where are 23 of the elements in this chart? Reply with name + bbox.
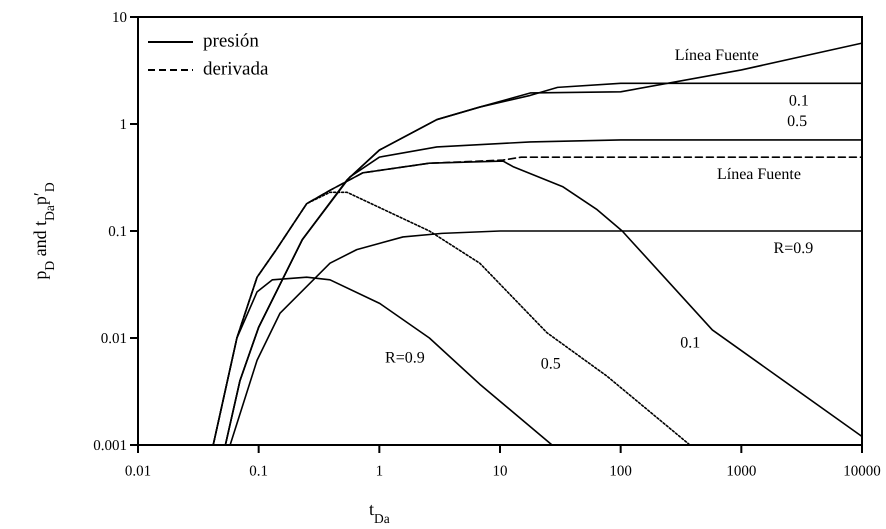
annotation: R=0.9	[385, 348, 425, 366]
annotation: 0.1	[680, 334, 700, 351]
annotation: Línea Fuente	[674, 46, 759, 64]
annotation: 0.5	[787, 112, 808, 130]
y-tick-label: 1	[120, 116, 127, 133]
y-tick-label: 0.001	[93, 438, 127, 454]
y-tick-label: 0.1	[108, 224, 127, 240]
annotation: 0.5	[540, 355, 561, 372]
x-tick-label: 10	[492, 464, 508, 480]
legend-label: presión	[203, 30, 260, 52]
x-tick-label: 0.01	[124, 464, 152, 480]
x-tick-label: 100	[609, 464, 632, 480]
annotation: 0.1	[788, 92, 809, 109]
y-tick-label: 10	[112, 10, 127, 26]
legend-label: derivada	[203, 58, 269, 80]
x-axis-title: t$_{Da}$	[368, 499, 390, 526]
x-tick-label: 0.1	[249, 464, 268, 480]
y-tick-label: 0.01	[100, 330, 127, 347]
x-tick-label: 10000	[843, 464, 881, 480]
x-tick-label: 1000	[726, 464, 756, 480]
annotation: Línea Fuente	[716, 166, 801, 183]
x-tick-label: 1	[376, 464, 384, 480]
annotation: R=0.9	[774, 240, 814, 257]
